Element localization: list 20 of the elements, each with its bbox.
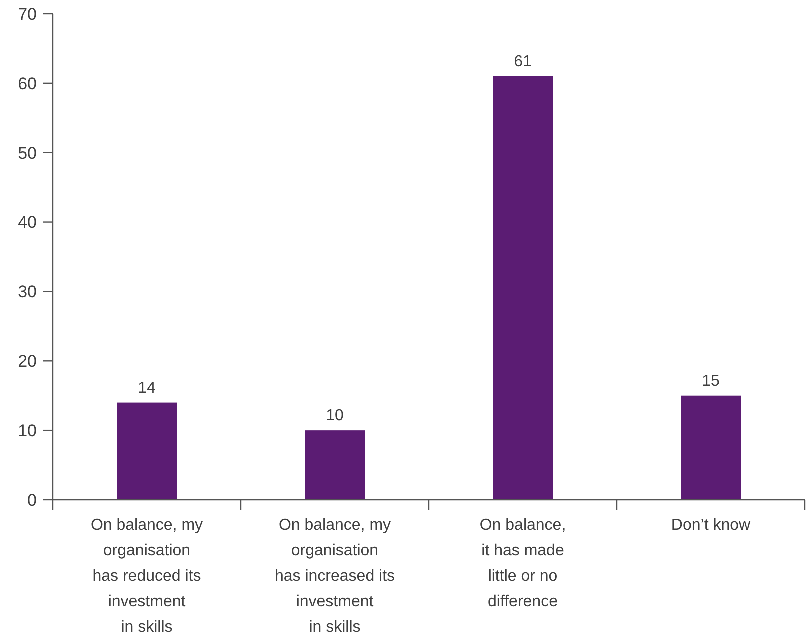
bar (117, 402, 177, 500)
x-tick-label: Don’t know (671, 517, 752, 534)
bar (681, 396, 741, 500)
x-tick-label: On balance, my organisation has reduced its investment in skills (90, 517, 204, 636)
y-tick-label: 60 (18, 74, 37, 94)
x-tick-label: On balance, my organisation has increased its investment in skills (274, 517, 396, 636)
bar (305, 430, 365, 500)
data-label: 10 (326, 408, 344, 425)
data-label: 15 (702, 372, 720, 390)
y-tick-label: 50 (18, 144, 37, 163)
y-tick-label: 10 (18, 422, 37, 441)
y-tick-label: 20 (18, 352, 37, 372)
y-tick-label: 70 (18, 4, 37, 24)
data-label: 14 (138, 380, 156, 397)
data-label: 61 (514, 53, 532, 70)
y-tick-label: 0 (28, 490, 37, 510)
y-tick-label: 30 (18, 282, 37, 302)
x-tick-label: On balance, it has made little or no difference (480, 517, 566, 610)
bar (493, 76, 553, 500)
y-tick-label: 40 (18, 213, 37, 232)
